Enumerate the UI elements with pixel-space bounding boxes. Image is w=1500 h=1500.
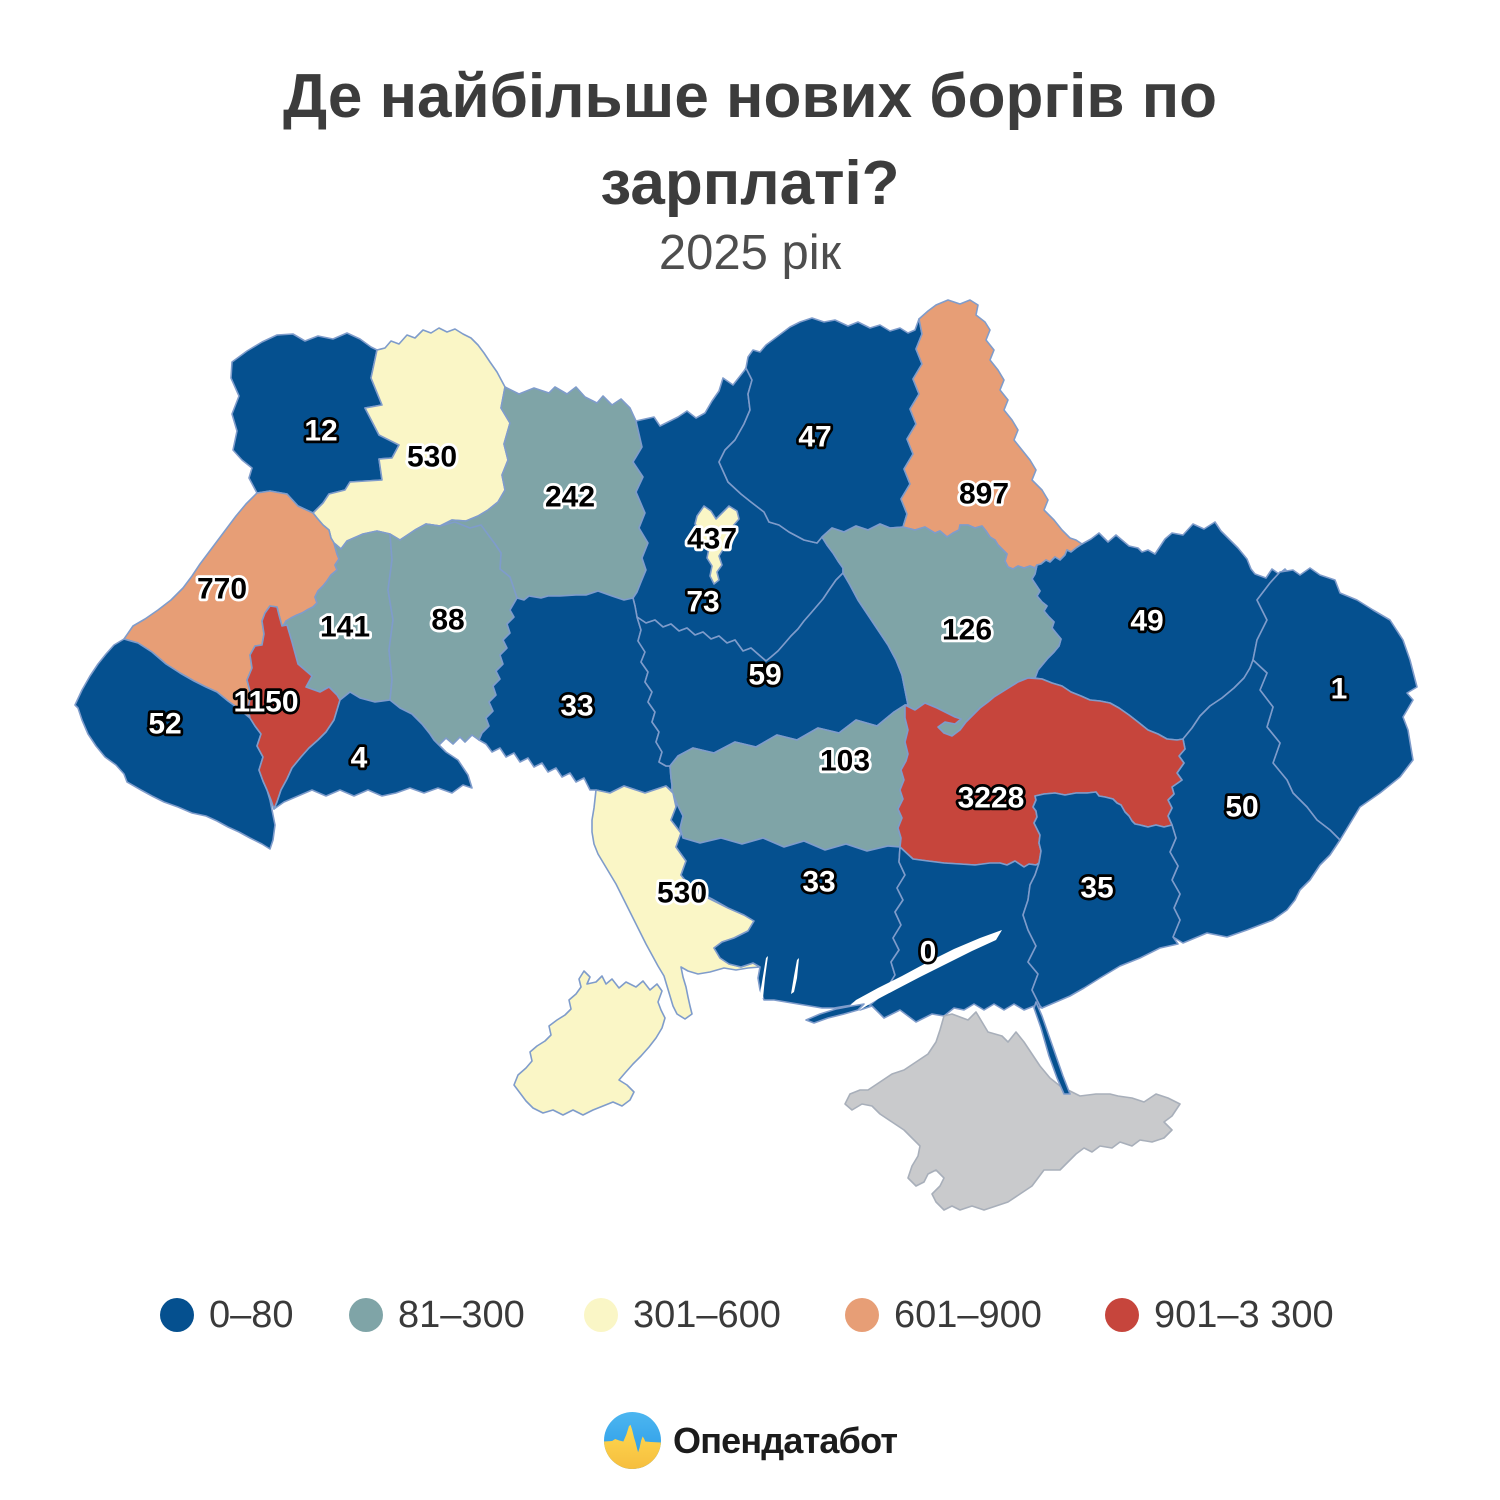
svg-text:50: 50: [1225, 791, 1258, 824]
svg-text:126: 126: [942, 614, 992, 647]
svg-text:4: 4: [351, 742, 368, 775]
svg-text:141: 141: [320, 611, 370, 644]
svg-text:49: 49: [1130, 605, 1163, 638]
svg-text:33: 33: [560, 690, 593, 723]
svg-text:530: 530: [407, 441, 457, 474]
svg-text:35: 35: [1080, 872, 1113, 905]
svg-text:52: 52: [148, 708, 181, 741]
svg-text:47: 47: [798, 421, 831, 454]
svg-text:73: 73: [686, 586, 719, 619]
svg-text:12: 12: [304, 415, 337, 448]
svg-text:530: 530: [657, 877, 707, 910]
svg-text:897: 897: [959, 478, 1009, 511]
svg-text:242: 242: [545, 481, 595, 514]
svg-text:1: 1: [1331, 673, 1348, 706]
svg-text:59: 59: [748, 659, 781, 692]
svg-text:88: 88: [431, 604, 464, 637]
svg-text:33: 33: [802, 866, 835, 899]
svg-text:1150: 1150: [233, 686, 298, 719]
svg-text:3228: 3228: [958, 782, 1025, 815]
svg-text:103: 103: [820, 745, 870, 778]
svg-text:0: 0: [920, 936, 937, 969]
svg-text:770: 770: [197, 573, 247, 606]
svg-text:437: 437: [687, 523, 737, 556]
